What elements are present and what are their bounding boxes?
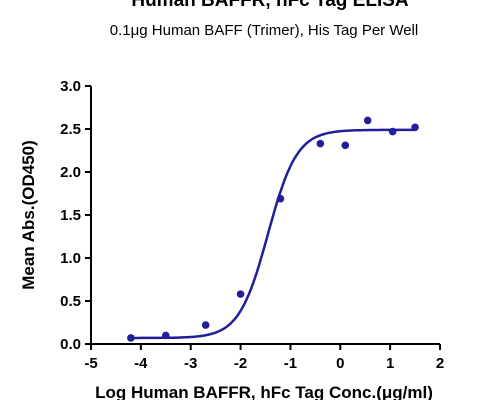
chart-subtitle: 0.1μg Human BAFF (Trimer), His Tag Per W…: [110, 22, 418, 39]
x-tick-label: -5: [84, 355, 97, 372]
x-tick-label: -1: [284, 355, 297, 372]
y-tick-label: 3.0: [60, 78, 81, 95]
x-tick-label: -4: [134, 355, 148, 372]
data-point: [341, 141, 350, 150]
y-tick-label: 0.5: [60, 293, 81, 310]
data-point: [363, 116, 372, 125]
y-tick-label: 2.0: [60, 164, 81, 181]
data-point: [276, 194, 285, 203]
x-tick-label: 0: [336, 355, 344, 372]
data-point: [236, 290, 245, 298]
y-tick-label: 1.5: [60, 207, 81, 224]
axes: [90, 86, 440, 345]
y-tick-label: 1.0: [60, 250, 81, 267]
y-tick-label: 2.5: [60, 121, 81, 138]
data-point: [201, 321, 210, 329]
data-point: [411, 123, 419, 132]
x-axis-title: Log Human BAFFR, hFc Tag Conc.(μg/ml): [95, 383, 433, 400]
data-point: [127, 334, 135, 342]
x-tick-label: 1: [386, 355, 394, 372]
y-ticks: 0.0 0.5 1.0 1.5 2.0 2.5 3.0: [60, 78, 91, 353]
x-tick-label: 2: [436, 355, 444, 372]
chart-title: Human BAFFR, hFc Tag ELISA: [131, 0, 409, 11]
x-ticks: -5 -4 -3 -2 -1 0 1 2: [84, 344, 444, 372]
x-tick-label: -2: [234, 355, 247, 372]
y-tick-label: 0.0: [60, 336, 81, 353]
data-point: [161, 331, 170, 340]
y-axis-title: Mean Abs.(OD450): [19, 140, 38, 290]
x-tick-label: -3: [184, 355, 197, 372]
data-point: [388, 127, 397, 136]
fit-curve: [130, 128, 416, 340]
data-point: [316, 139, 325, 148]
data-points: [127, 116, 419, 342]
